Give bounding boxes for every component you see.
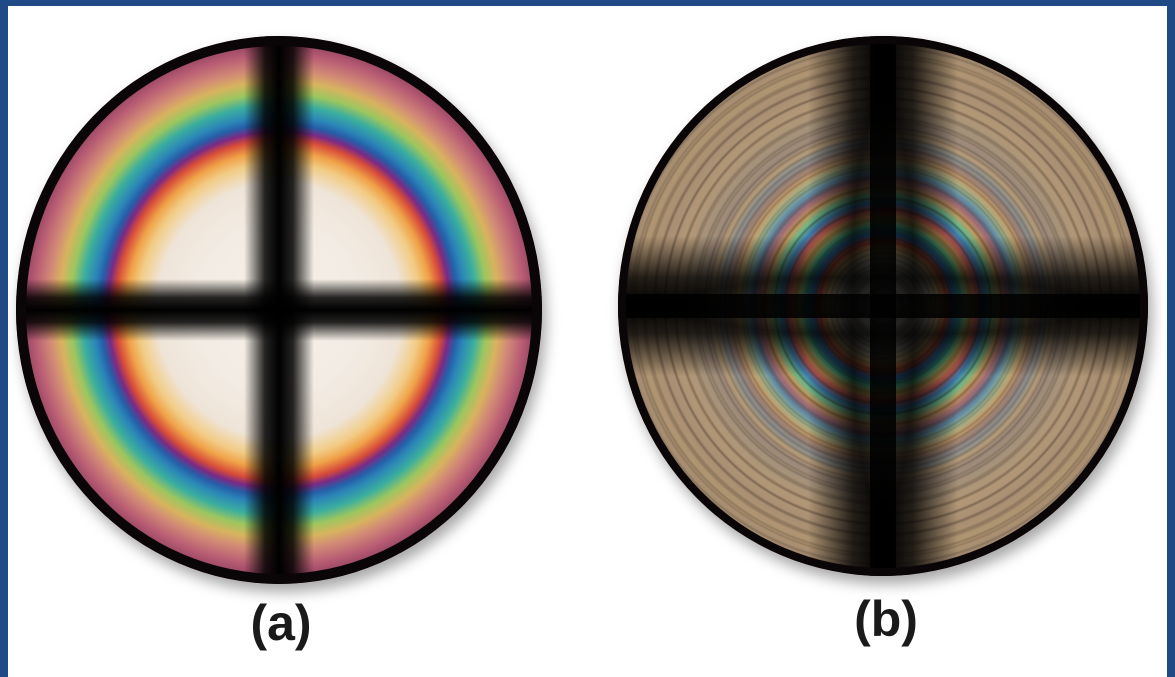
caption-b: (b) (854, 591, 918, 647)
interference-figure-b (618, 36, 1148, 576)
disc-rim-b (618, 36, 1148, 576)
caption-a: (a) (250, 595, 312, 651)
isogyre-core-horizontal-b (618, 294, 1148, 318)
interference-figure-a (16, 36, 542, 584)
disc-rim-a (16, 36, 542, 584)
figure-frame: (a) (b) (8, 6, 1167, 677)
top-edge-mark (582, 6, 592, 14)
isogyre-horizontal-a (16, 279, 542, 341)
